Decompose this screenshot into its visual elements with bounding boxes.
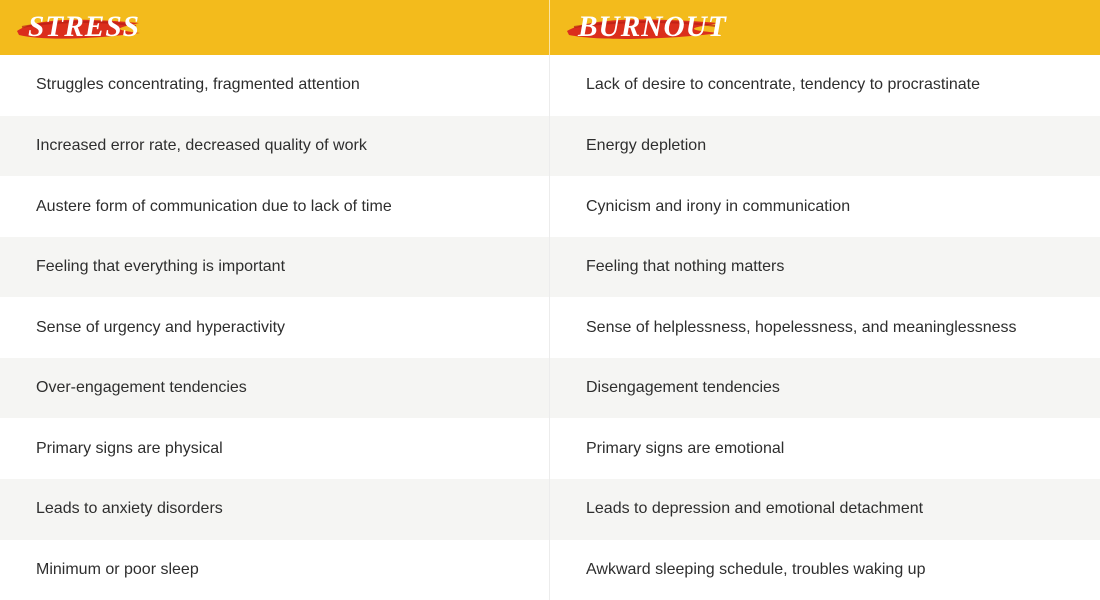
header-cell-burnout: Burnout [550, 0, 1100, 55]
cell-burnout: Disengagement tendencies [550, 358, 1100, 419]
cell-stress: Minimum or poor sleep [0, 540, 550, 600]
table-row: Over-engagement tendenciesDisengagement … [0, 358, 1100, 419]
cell-burnout: Awkward sleeping schedule, troubles waki… [550, 540, 1100, 600]
table-row: Leads to anxiety disordersLeads to depre… [0, 479, 1100, 540]
cell-stress: Feeling that everything is important [0, 237, 550, 298]
cell-burnout: Feeling that nothing matters [550, 237, 1100, 298]
table-row: Struggles concentrating, fragmented atte… [0, 55, 1100, 116]
table-body: Struggles concentrating, fragmented atte… [0, 55, 1100, 600]
table-row: Sense of urgency and hyperactivitySense … [0, 297, 1100, 358]
cell-burnout: Energy depletion [550, 116, 1100, 177]
cell-stress: Leads to anxiety disorders [0, 479, 550, 540]
table-row: Increased error rate, decreased quality … [0, 116, 1100, 177]
header-cell-stress: Stress [0, 0, 550, 55]
table-row: Austere form of communication due to lac… [0, 176, 1100, 237]
header-label-stress: Stress [20, 11, 140, 44]
cell-stress: Increased error rate, decreased quality … [0, 116, 550, 177]
cell-burnout: Lack of desire to concentrate, tendency … [550, 55, 1100, 116]
table-row: Feeling that everything is importantFeel… [0, 237, 1100, 298]
table-row: Minimum or poor sleepAwkward sleeping sc… [0, 540, 1100, 600]
cell-stress: Primary signs are physical [0, 418, 550, 479]
cell-stress: Sense of urgency and hyperactivity [0, 297, 550, 358]
cell-burnout: Primary signs are emotional [550, 418, 1100, 479]
header-label-burnout: Burnout [570, 11, 727, 44]
cell-stress: Austere form of communication due to lac… [0, 176, 550, 237]
comparison-table: Stress Burnout Struggles concentrating, … [0, 0, 1100, 600]
cell-stress: Struggles concentrating, fragmented atte… [0, 55, 550, 116]
table-header-row: Stress Burnout [0, 0, 1100, 55]
table-row: Primary signs are physicalPrimary signs … [0, 418, 1100, 479]
cell-burnout: Sense of helplessness, hopelessness, and… [550, 297, 1100, 358]
cell-burnout: Leads to depression and emotional detach… [550, 479, 1100, 540]
cell-stress: Over-engagement tendencies [0, 358, 550, 419]
cell-burnout: Cynicism and irony in communication [550, 176, 1100, 237]
